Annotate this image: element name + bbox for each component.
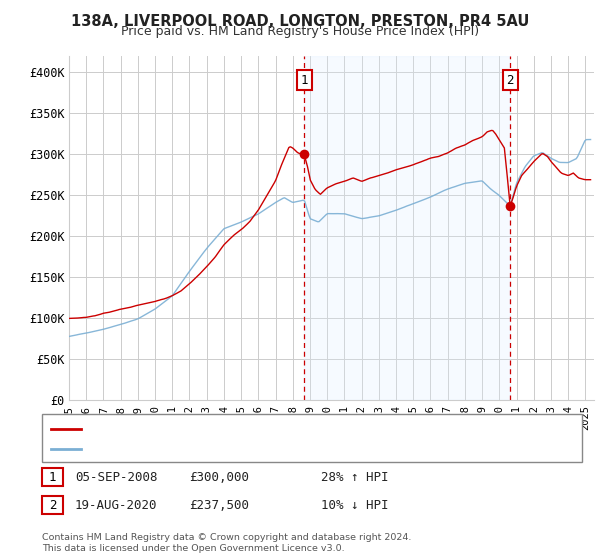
Text: 1: 1	[49, 470, 56, 484]
Text: 28% ↑ HPI: 28% ↑ HPI	[321, 470, 389, 484]
Text: Price paid vs. HM Land Registry's House Price Index (HPI): Price paid vs. HM Land Registry's House …	[121, 25, 479, 38]
Text: HPI: Average price, detached house, South Ribble: HPI: Average price, detached house, Sout…	[87, 444, 364, 454]
Text: 10% ↓ HPI: 10% ↓ HPI	[321, 498, 389, 512]
Bar	[304, 56, 510, 400]
Text: 2: 2	[506, 73, 514, 87]
Text: 138A, LIVERPOOL ROAD, LONGTON, PRESTON, PR4 5AU: 138A, LIVERPOOL ROAD, LONGTON, PRESTON, …	[71, 14, 529, 29]
Text: 1: 1	[301, 73, 308, 87]
Text: 19-AUG-2020: 19-AUG-2020	[75, 498, 157, 512]
Text: £300,000: £300,000	[189, 470, 249, 484]
Text: £237,500: £237,500	[189, 498, 249, 512]
Text: 05-SEP-2008: 05-SEP-2008	[75, 470, 157, 484]
Text: Contains HM Land Registry data © Crown copyright and database right 2024.
This d: Contains HM Land Registry data © Crown c…	[42, 533, 412, 553]
Text: 2: 2	[49, 498, 56, 512]
Text: 138A, LIVERPOOL ROAD, LONGTON, PRESTON, PR4 5AU (detached house): 138A, LIVERPOOL ROAD, LONGTON, PRESTON, …	[87, 424, 499, 433]
